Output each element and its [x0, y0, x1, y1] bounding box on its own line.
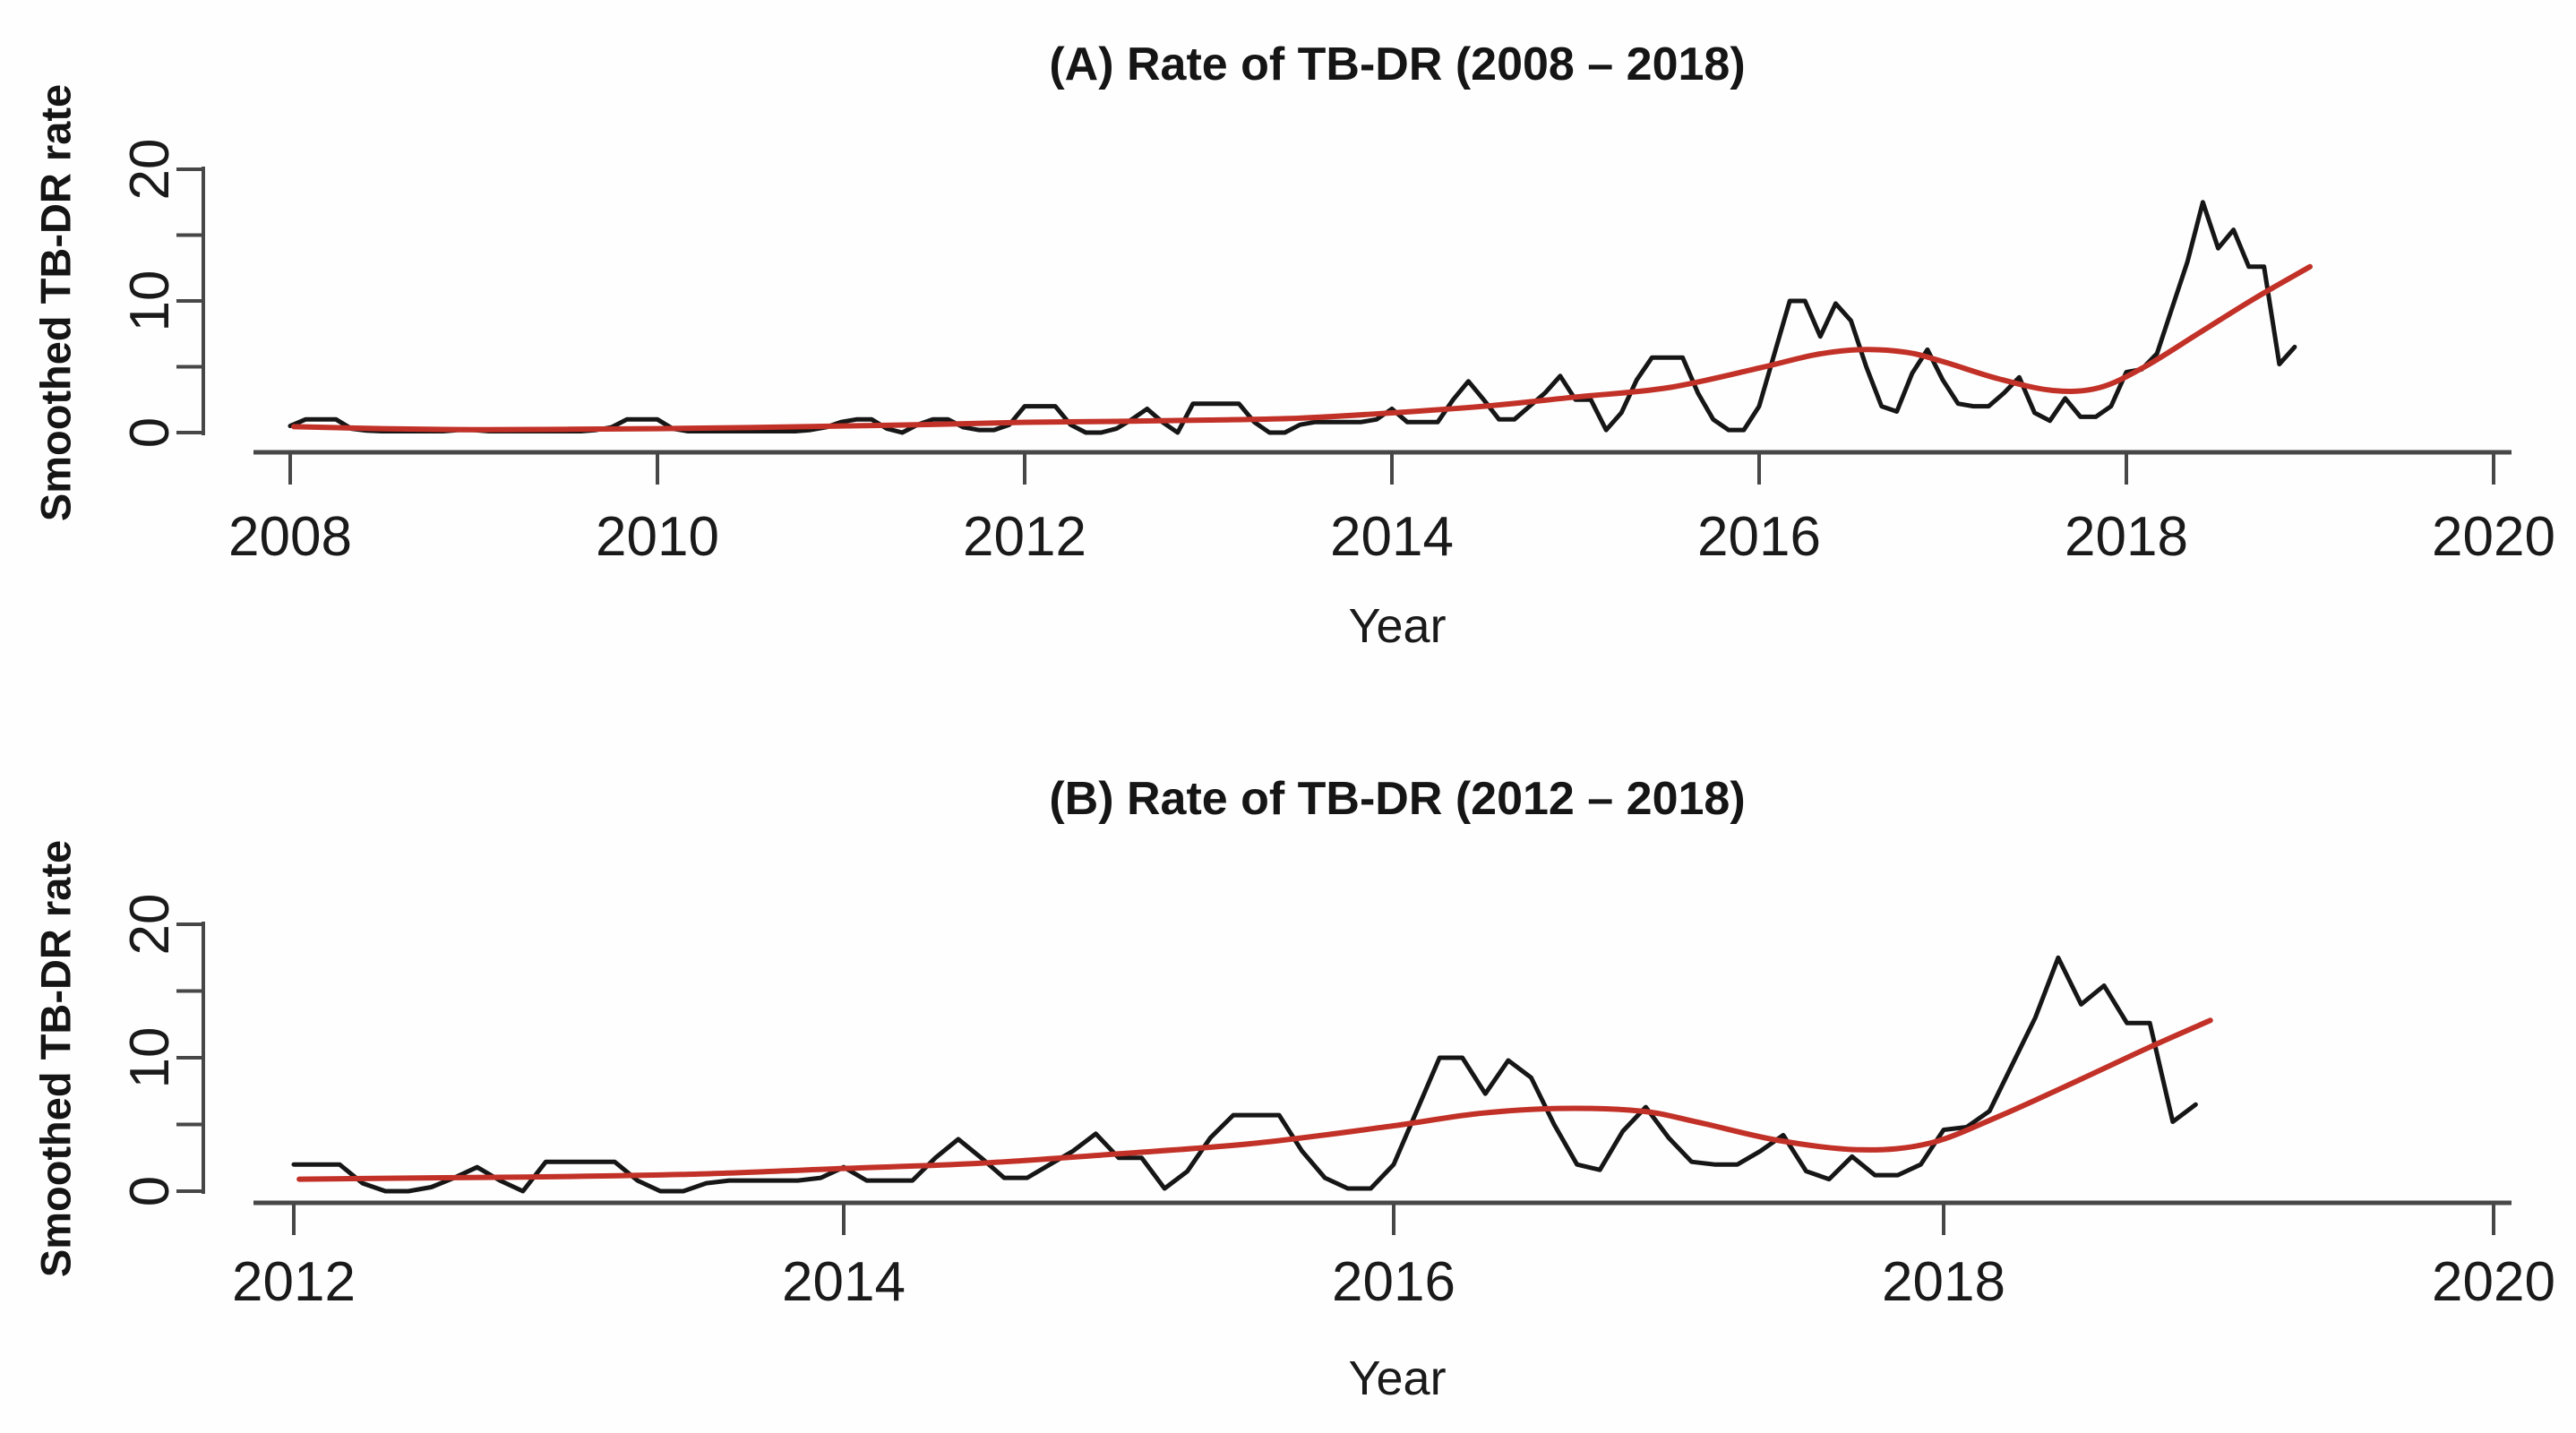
panel-b-title: (B) Rate of TB-DR (2012 – 2018) [1049, 773, 1746, 825]
panel-B-x-tick-label: 2012 [232, 1251, 356, 1313]
panel-B-y-tick-label: 20 [119, 894, 181, 956]
panel-A-x-tick-label: 2010 [596, 506, 719, 568]
panel-b-y-axis-label: Smoothed TB-DR rate [31, 839, 80, 1278]
panel-a-title: (A) Rate of TB-DR (2008 – 2018) [1049, 39, 1746, 90]
panel-B-x-tick-label: 2020 [2432, 1251, 2555, 1313]
panel-A-trend-series-line [291, 263, 2313, 433]
panel-b-x-axis-label: Year [1348, 1351, 1447, 1405]
panel-A-x-tick-label: 2008 [228, 506, 352, 568]
panel-B-y-tick-label: 0 [119, 1176, 181, 1206]
panel-A-x-tick-label: 2020 [2432, 506, 2555, 568]
panel-A-x-tick-label: 2016 [1697, 506, 1821, 568]
panel-B-x-tick-label: 2018 [1882, 1251, 2005, 1313]
panel-B-x-tick-label: 2014 [782, 1251, 906, 1313]
panel-A-x-tick-label: 2012 [963, 506, 1086, 568]
panel-B-observed-series-line [291, 955, 2198, 1194]
panel-a-y-axis-label: Smoothed TB-DR rate [31, 83, 80, 522]
panel-A-y-tick-label: 20 [119, 139, 181, 201]
panel-B-x-tick-label: 2016 [1332, 1251, 1455, 1313]
panel-A-y-tick-label: 10 [119, 270, 181, 332]
panel-A-x-tick-label: 2014 [1330, 506, 1454, 568]
panel-A-y-tick-label: 0 [119, 417, 181, 448]
panel-B-trend-series-line [296, 1017, 2213, 1182]
panel-A-observed-series-line [288, 200, 2297, 435]
panel-B-y-tick-label: 10 [119, 1027, 181, 1089]
panel-A-x-tick-label: 2018 [2065, 506, 2188, 568]
panel-a-x-axis-label: Year [1348, 599, 1447, 653]
